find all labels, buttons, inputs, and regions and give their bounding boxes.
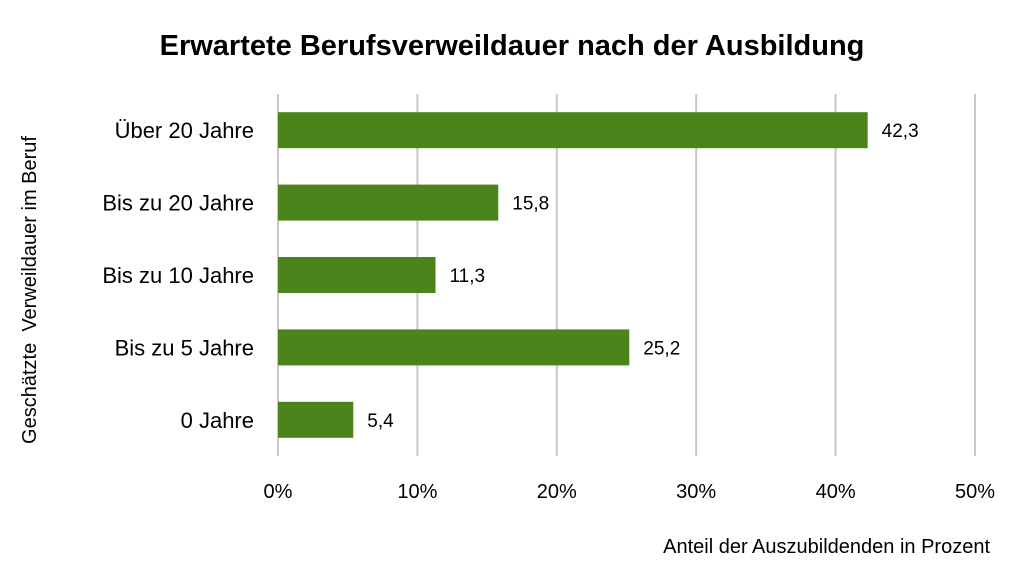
- data-label: 5,4: [367, 411, 394, 432]
- bar: [278, 184, 499, 221]
- category-label: Bis zu 10 Jahre: [102, 263, 254, 288]
- category-label: Bis zu 5 Jahre: [115, 335, 254, 360]
- bar: [278, 257, 436, 293]
- gridlines: [277, 94, 976, 456]
- x-tick-label: 20%: [537, 481, 577, 503]
- data-label: 25,2: [643, 338, 680, 359]
- x-tick-label: 0%: [264, 481, 293, 503]
- bar: [278, 329, 630, 366]
- bar: [278, 401, 354, 438]
- category-label: Über 20 Jahre: [115, 118, 254, 143]
- data-label: 11,3: [450, 266, 486, 287]
- x-tick-labels: 0% 10% 20% 30% 40% 50%: [264, 481, 996, 503]
- x-tick-label: 30%: [676, 481, 716, 503]
- x-tick-label: 10%: [397, 481, 437, 503]
- bar: [278, 112, 868, 149]
- x-tick-label: 50%: [955, 481, 995, 503]
- category-label: 0 Jahre: [181, 408, 254, 433]
- y-axis-label: Geschätzte Verweildauer im Beruf: [19, 136, 41, 444]
- x-axis-label: Anteil der Auszubildenden in Prozent: [663, 536, 990, 558]
- data-label: 15,8: [512, 194, 549, 215]
- x-tick-label: 40%: [816, 481, 856, 503]
- data-label: 42,3: [882, 121, 919, 142]
- category-label: Bis zu 20 Jahre: [102, 191, 254, 216]
- bars: Über 20 Jahre 42,3 Bis zu 20 Jahre 15,8 Bis …: [102, 112, 919, 438]
- chart-title: Erwartete Berufsverweildauer nach der Au…: [160, 30, 865, 62]
